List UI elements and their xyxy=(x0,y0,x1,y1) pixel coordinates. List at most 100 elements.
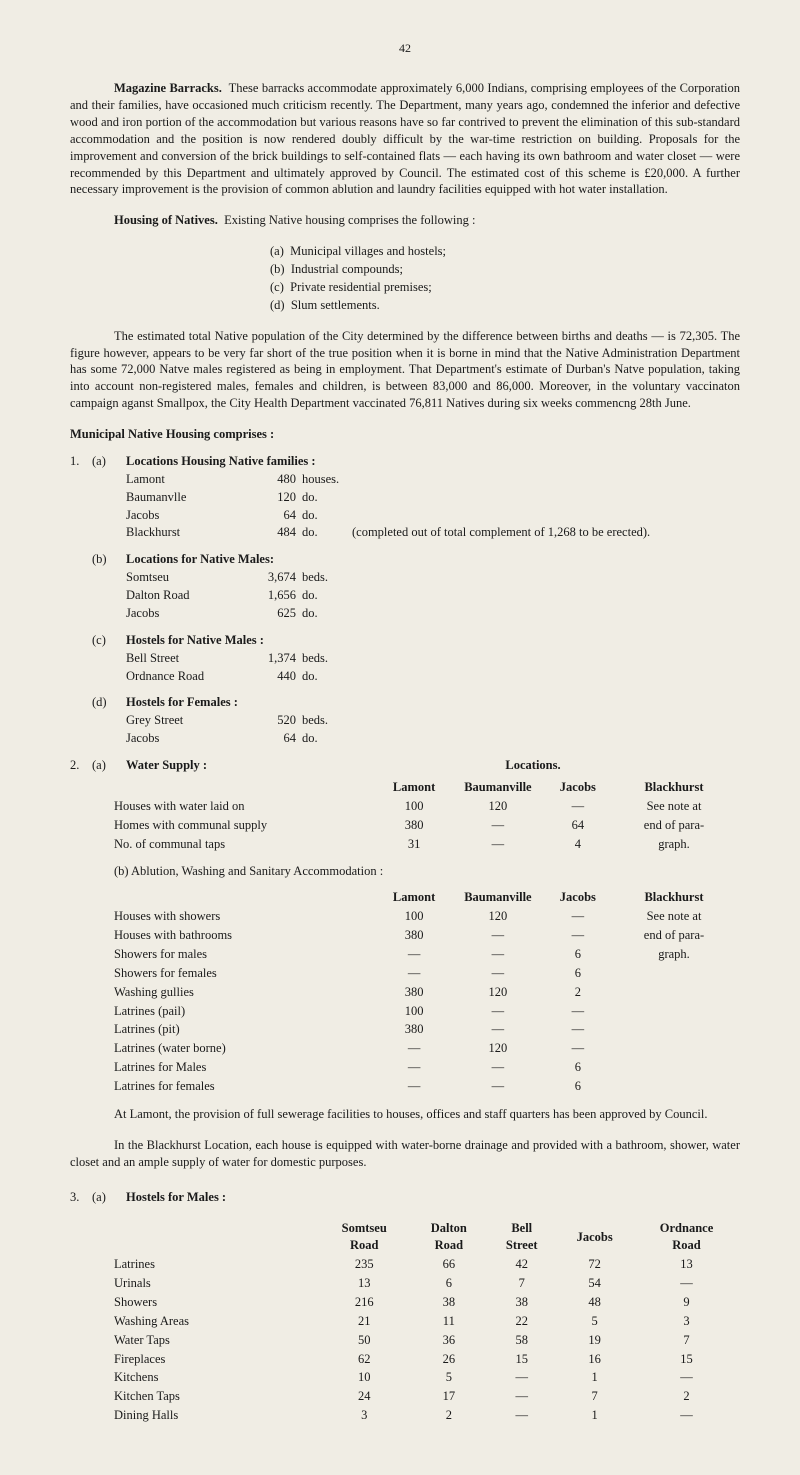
row-tail xyxy=(352,730,740,747)
list-row: Jacobs625do. xyxy=(70,605,740,622)
col-header: Jacobs xyxy=(556,1219,633,1255)
row-qty: 625 xyxy=(246,605,302,622)
cell: 42 xyxy=(487,1255,556,1274)
cell: 5 xyxy=(556,1312,633,1331)
cell: graph. xyxy=(608,945,740,964)
section-1b: (b) Locations for Native Males: Somtseu3… xyxy=(70,551,740,622)
para-blackhurst: In the Blackhurst Location, each house i… xyxy=(70,1137,740,1171)
cell: — xyxy=(448,1020,548,1039)
col-header: Jacobs xyxy=(548,778,608,797)
row-qty: 440 xyxy=(246,668,302,685)
water-supply-table: Lamont Baumanville Jacobs Blackhurst Hou… xyxy=(70,778,740,854)
cell: 15 xyxy=(487,1350,556,1369)
cell: — xyxy=(548,797,608,816)
row-unit: do. xyxy=(302,587,352,604)
sec-title: Hostels for Males : xyxy=(126,1189,226,1206)
cell: 1 xyxy=(556,1406,633,1425)
cell: 120 xyxy=(448,907,548,926)
col-header: Blackhurst xyxy=(608,888,740,907)
cell: 26 xyxy=(410,1350,487,1369)
row-unit: beds. xyxy=(302,569,352,586)
cell: 7 xyxy=(487,1274,556,1293)
cell: — xyxy=(548,1020,608,1039)
cell: — xyxy=(448,926,548,945)
table-row: Fireplaces6226151615 xyxy=(70,1350,740,1369)
cell: — xyxy=(380,1039,448,1058)
row-unit: do. xyxy=(302,605,352,622)
row-unit: do. xyxy=(302,489,352,506)
cell: 100 xyxy=(380,1002,448,1021)
col-header: Blackhurst xyxy=(608,778,740,797)
col-header: Lamont xyxy=(380,778,448,797)
cell: — xyxy=(487,1406,556,1425)
row-unit: beds. xyxy=(302,650,352,667)
cell: 36 xyxy=(410,1331,487,1350)
cell: 2 xyxy=(548,983,608,1002)
table-row: Homes with communal supply380—64end of p… xyxy=(70,816,740,835)
row-label: Showers xyxy=(70,1293,318,1312)
row-tail xyxy=(352,668,740,685)
cell: end of para- xyxy=(608,816,740,835)
cell: — xyxy=(380,964,448,983)
cell: 4 xyxy=(548,835,608,854)
row-label: Showers for males xyxy=(70,945,380,964)
cell: 11 xyxy=(410,1312,487,1331)
cell: 6 xyxy=(548,1058,608,1077)
cell xyxy=(608,964,740,983)
sec-letter: (b) xyxy=(92,551,126,568)
cell: — xyxy=(633,1406,740,1425)
table-header-row: Lamont Baumanville Jacobs Blackhurst xyxy=(70,888,740,907)
row-label: Latrines xyxy=(70,1255,318,1274)
para-lamont: At Lamont, the provision of full sewerag… xyxy=(70,1106,740,1123)
row-qty: 1,656 xyxy=(246,587,302,604)
sec-num: 2. xyxy=(70,757,92,774)
row-tail xyxy=(352,605,740,622)
cell: — xyxy=(380,1077,448,1096)
cell: 10 xyxy=(318,1368,410,1387)
cell: 58 xyxy=(487,1331,556,1350)
cell: — xyxy=(380,945,448,964)
cell: 1 xyxy=(556,1368,633,1387)
row-label: Houses with showers xyxy=(70,907,380,926)
list-text: Municipal villages and hostels; xyxy=(290,244,446,258)
row-tail xyxy=(352,587,740,604)
row-label: Houses with water laid on xyxy=(70,797,380,816)
cell: 380 xyxy=(380,1020,448,1039)
list-row: Jacobs64do. xyxy=(70,507,740,524)
row-label: Homes with communal supply xyxy=(70,816,380,835)
cell: 6 xyxy=(410,1274,487,1293)
cell: 3 xyxy=(633,1312,740,1331)
cell: — xyxy=(633,1368,740,1387)
col-header: OrdnanceRoad xyxy=(633,1219,740,1255)
row-name: Jacobs xyxy=(126,730,246,747)
list-text: Slum settlements. xyxy=(291,298,380,312)
sec-title: Locations Housing Native families : xyxy=(126,453,316,470)
table-row: Houses with bathrooms380——end of para- xyxy=(70,926,740,945)
col-header: Baumanville xyxy=(448,888,548,907)
section-2a: 2. (a) Water Supply : Locations. Lamont … xyxy=(70,757,740,853)
cell xyxy=(608,1039,740,1058)
row-label: Latrines for females xyxy=(70,1077,380,1096)
table-header-row: Lamont Baumanville Jacobs Blackhurst xyxy=(70,778,740,797)
row-name: Bell Street xyxy=(126,650,246,667)
row-tail xyxy=(352,471,740,488)
cell: 22 xyxy=(487,1312,556,1331)
cell: 120 xyxy=(448,983,548,1002)
list-row: Jacobs64do. xyxy=(70,730,740,747)
cell: 100 xyxy=(380,907,448,926)
row-name: Dalton Road xyxy=(126,587,246,604)
cell: 6 xyxy=(548,964,608,983)
row-tail: (completed out of total complement of 1,… xyxy=(352,524,740,541)
row-qty: 520 xyxy=(246,712,302,729)
hostels-males-table: SomtseuRoad DaltonRoad BellStreet Jacobs… xyxy=(70,1219,740,1425)
cell: 19 xyxy=(556,1331,633,1350)
row-unit: houses. xyxy=(302,471,352,488)
cell: — xyxy=(487,1368,556,1387)
col-header: BellStreet xyxy=(487,1219,556,1255)
sec-title: Hostels for Native Males : xyxy=(126,632,264,649)
cell: 5 xyxy=(410,1368,487,1387)
row-label: Urinals xyxy=(70,1274,318,1293)
cell: — xyxy=(548,926,608,945)
page: 42 Magazine Barracks. These barracks acc… xyxy=(0,0,800,1475)
cell: — xyxy=(448,1002,548,1021)
